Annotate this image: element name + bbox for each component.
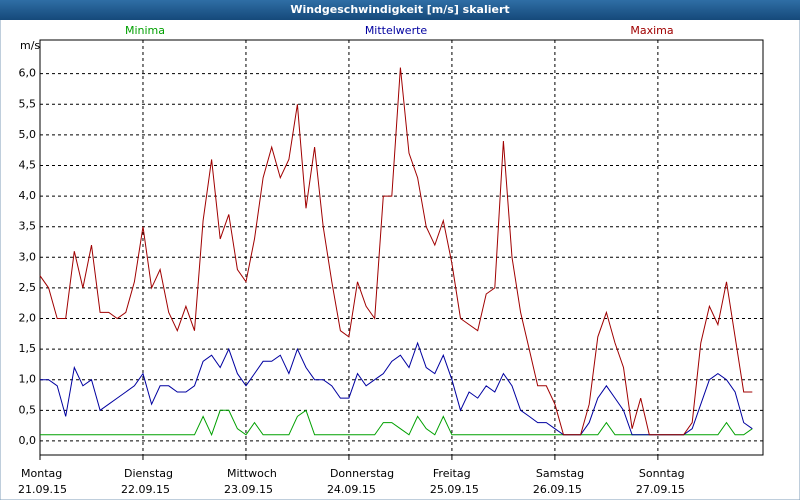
x-tick-label: Freitag xyxy=(433,467,471,480)
plot-frame xyxy=(39,39,764,456)
y-tick-label: 2,0 xyxy=(19,312,37,325)
y-tick-label: 1,0 xyxy=(19,373,37,386)
x-tick-date: 23.09.15 xyxy=(224,483,273,496)
y-axis-label: m/s xyxy=(20,39,40,52)
x-tick-label: Mittwoch xyxy=(227,467,277,480)
y-tick-label: 4,5 xyxy=(19,158,37,171)
chart-title: Windgeschwindigkeit [m/s] skaliert xyxy=(290,3,509,16)
y-tick-label: 1,5 xyxy=(19,342,37,355)
x-tick-date: 26.09.15 xyxy=(533,483,582,496)
x-tick-label: Montag xyxy=(21,467,62,480)
x-tick-label: Donnerstag xyxy=(330,467,394,480)
y-tick-label: 3,5 xyxy=(19,220,37,233)
series-line xyxy=(40,341,753,436)
y-tick-label: 0,0 xyxy=(19,434,37,447)
x-tick-date: 22.09.15 xyxy=(121,483,170,496)
x-tick-date: 27.09.15 xyxy=(636,483,685,496)
series-line xyxy=(39,67,753,436)
x-tick-date: 24.09.15 xyxy=(327,483,376,496)
y-tick-label: 4,0 xyxy=(19,189,37,202)
y-tick-label: 2,5 xyxy=(19,281,37,294)
x-tick-date: 21.09.15 xyxy=(18,483,67,496)
x-tick-label: Dienstag xyxy=(124,467,173,480)
title-bar xyxy=(0,0,800,20)
legend-label: Maxima xyxy=(630,24,673,37)
y-tick-label: 5,5 xyxy=(19,97,37,110)
x-tick-label: Samstag xyxy=(536,467,584,480)
y-tick-label: 0,5 xyxy=(19,403,37,416)
y-tick-label: 3,0 xyxy=(19,250,37,263)
y-tick-label: 6,0 xyxy=(19,67,37,80)
y-tick-label: 5,0 xyxy=(19,128,37,141)
x-tick-date: 25.09.15 xyxy=(430,483,479,496)
x-tick-label: Sonntag xyxy=(639,467,685,480)
legend-label: Mittelwerte xyxy=(365,24,428,37)
legend-label: Minima xyxy=(125,24,165,37)
